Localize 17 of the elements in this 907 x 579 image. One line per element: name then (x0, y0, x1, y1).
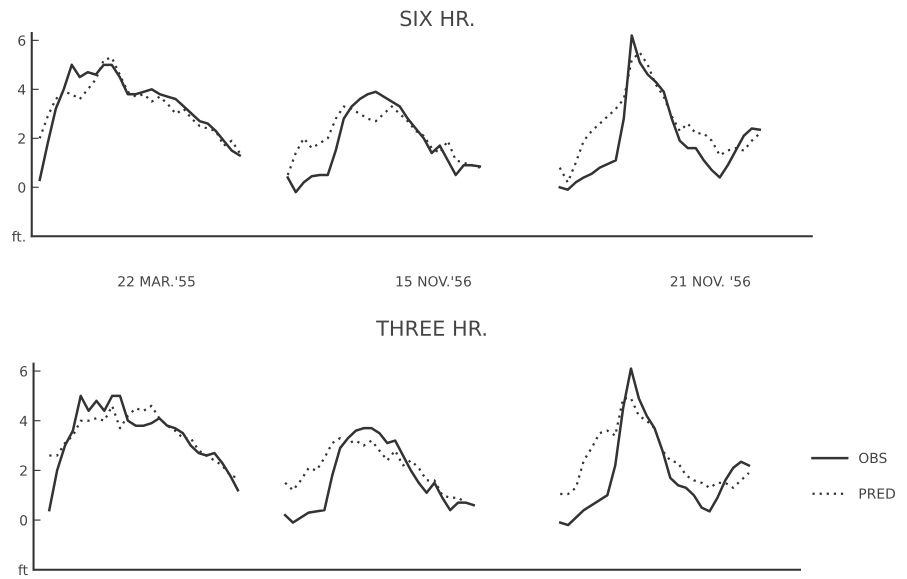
y-tick-label: 2 (20, 465, 27, 476)
y-tick-label: 2 (18, 133, 25, 144)
y-tick-label: 4 (20, 416, 28, 426)
y-tick-label: 6 (18, 35, 26, 46)
legend-label: PRED (860, 488, 895, 499)
legend-label: OBS (859, 452, 887, 464)
text: 21 NOV. '56 (670, 276, 750, 287)
y-tick-label: 4 (18, 84, 26, 95)
y-tick-label: 0 (18, 182, 26, 193)
y-tick-label: 6 (20, 366, 28, 377)
y-tick-label: ft (18, 564, 28, 576)
text: 22 MAR.'55 (118, 276, 195, 287)
chart-title: THREE HR. (376, 320, 486, 336)
chart-title: SIX HR. (400, 10, 474, 26)
text: 15 NOV.'56 (396, 276, 471, 287)
y-tick-label: 0 (20, 515, 28, 526)
y-tick-label: ft. (12, 230, 25, 242)
